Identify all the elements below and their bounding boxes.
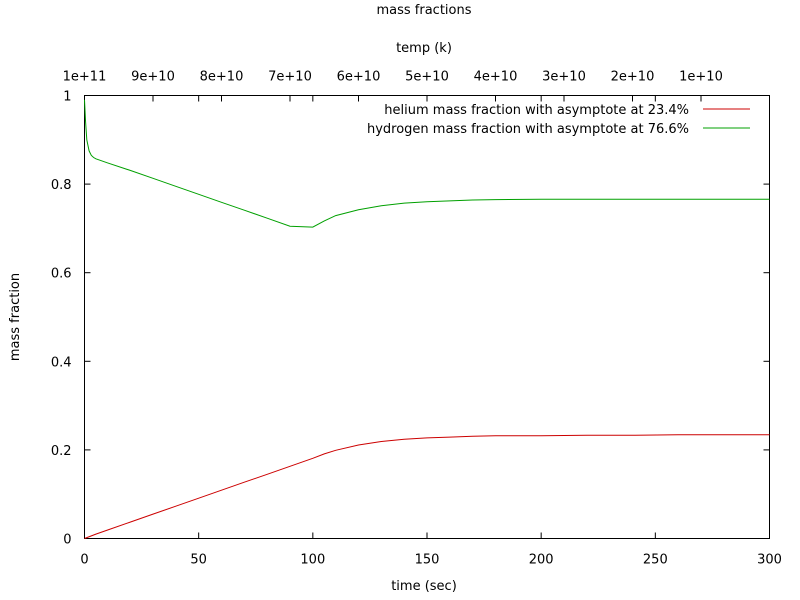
x-tick-label: 150 [415, 553, 440, 568]
top-tick-label: 6e+10 [337, 70, 381, 85]
top-axis-label: temp (k) [396, 41, 452, 56]
top-tick-label: 4e+10 [474, 70, 518, 85]
x-tick-label: 0 [80, 553, 88, 568]
top-tick-label: 3e+10 [542, 70, 586, 85]
hydrogen-series-line [84, 99, 770, 228]
top-tick-label: 7e+10 [268, 70, 312, 85]
chart-title: mass fractions [376, 3, 471, 18]
top-tick-label: 2e+10 [611, 70, 655, 85]
x-tick-label: 50 [190, 553, 207, 568]
x-tick-label: 300 [757, 553, 782, 568]
x-tick-label: 100 [300, 553, 325, 568]
x-tick-label: 200 [529, 553, 554, 568]
x-tick-label: 250 [643, 553, 668, 568]
y-tick-label: 0.4 [51, 355, 72, 370]
top-tick-label: 8e+10 [200, 70, 244, 85]
top-tick-label: 1e+11 [63, 70, 107, 85]
y-axis-label: mass fraction [8, 273, 23, 361]
axis-ticks: 0 50 100 150 200 250 300 0 0.2 0.4 0.6 0.8 1 1e+11 9e+… [51, 70, 782, 568]
legend: helium mass fraction with asymptote at 2… [367, 103, 750, 137]
helium-legend-label: helium mass fraction with asymptote at 2… [384, 103, 689, 118]
y-tick-label: 0.2 [51, 444, 72, 459]
y-tick-label: 1 [63, 90, 71, 105]
top-tick-label: 5e+10 [405, 70, 449, 85]
y-tick-label: 0.8 [51, 178, 72, 193]
hydrogen-legend-label: hydrogen mass fraction with asymptote at… [367, 122, 689, 137]
top-tick-label: 9e+10 [131, 70, 175, 85]
y-tick-label: 0.6 [51, 267, 72, 282]
top-tick-label: 1e+10 [679, 70, 723, 85]
series-lines [84, 99, 770, 539]
y-tick-label: 0 [63, 533, 71, 548]
helium-series-line [84, 434, 770, 539]
plot-area-border [84, 95, 770, 539]
x-axis-label: time (sec) [391, 579, 457, 594]
